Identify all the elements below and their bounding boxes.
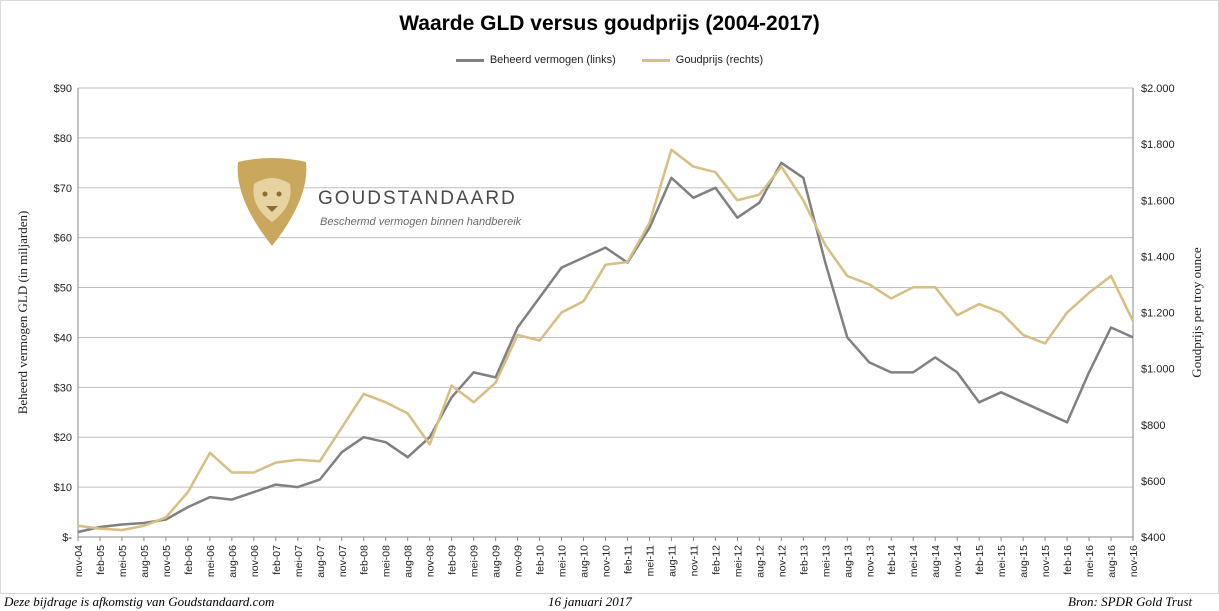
x-tick-label: mei-10 <box>557 545 569 577</box>
y-tick-label: $50 <box>54 283 72 295</box>
x-tick-label: feb-10 <box>535 545 547 575</box>
x-tick-label: mei-16 <box>1084 545 1096 577</box>
legend: Beheerd vermogen (links) Goudprijs (rech… <box>0 54 1219 66</box>
x-tick-label: mei-08 <box>381 545 393 577</box>
y-tick-label: $20 <box>54 432 72 444</box>
x-tick-label: aug-06 <box>227 545 239 578</box>
chart-svg: $- $10 $20 $30 $40 $50 $60 $70 $80 $90 $400 $600 $80… <box>15 83 1204 578</box>
x-tick-label: nov-13 <box>864 545 876 577</box>
y-tick-label: $30 <box>54 382 72 394</box>
x-tick-label: feb-05 <box>95 545 107 575</box>
x-tick-label: feb-12 <box>710 545 722 575</box>
y-axis-title: Beheerd vermogen GLD (in miljarden) <box>15 211 30 415</box>
x-tick-label: feb-13 <box>798 545 810 575</box>
y2-tick-label: $400 <box>1141 532 1165 544</box>
x-tick-label: aug-12 <box>754 545 766 578</box>
x-tick-label: aug-15 <box>1018 545 1030 578</box>
x-tick-label: nov-09 <box>513 545 525 577</box>
y2-axis-title: Goudprijs per troy ounce <box>1189 247 1204 378</box>
x-tick-label: aug-09 <box>491 545 503 578</box>
x-tick-label: nov-08 <box>425 545 437 577</box>
y-tick-label: $60 <box>54 233 72 245</box>
legend-swatch-aum <box>455 58 484 62</box>
y-tick-label: $70 <box>54 183 72 195</box>
y-tick-label: $10 <box>54 482 72 494</box>
y2-tick-label: $1.400 <box>1141 251 1175 263</box>
y-tick-label: $80 <box>54 133 72 145</box>
x-tick-label: feb-08 <box>359 545 371 575</box>
x-tick-label: nov-14 <box>952 545 964 577</box>
x-tick-label: aug-05 <box>139 545 151 578</box>
x-tick-label: nov-12 <box>776 545 788 577</box>
x-tick-label: feb-07 <box>271 545 283 575</box>
legend-label-aum: Beheerd vermogen (links) <box>489 54 616 66</box>
legend-item-gold: Goudprijs (rechts) <box>641 54 764 66</box>
y2-tick-label: $2.000 <box>1141 83 1175 95</box>
x-tick-label: mei-14 <box>908 545 920 577</box>
legend-label-gold: Goudprijs (rechts) <box>675 54 764 66</box>
watermark: GOUDSTANDAARD Beschermd vermogen binnen … <box>232 158 532 250</box>
legend-item-aum: Beheerd vermogen (links) <box>455 54 616 66</box>
chart-frame <box>0 0 1219 594</box>
footer-date: 16 januari 2017 <box>548 594 632 609</box>
watermark-brand: GOUDSTANDAARD <box>318 188 517 209</box>
x-tick-label: mei-12 <box>732 545 744 577</box>
x-tick-label: nov-07 <box>337 545 349 577</box>
x-tick-label: feb-06 <box>183 545 195 575</box>
x-tick-label: nov-05 <box>161 545 173 577</box>
footer-source: Bron: SPDR Gold Trust <box>1068 594 1193 609</box>
x-tick-label: nov-16 <box>1128 545 1140 577</box>
y2-tick-label: $800 <box>1141 420 1165 432</box>
series-line-gold <box>77 148 1135 532</box>
y2-tick-label: $600 <box>1141 476 1165 488</box>
x-tick-label: aug-16 <box>1106 545 1118 578</box>
y-tick-label: $90 <box>54 83 72 95</box>
x-tick-label: aug-13 <box>842 545 854 578</box>
series-line-aum <box>77 161 1134 534</box>
x-tick-label: aug-10 <box>579 545 591 578</box>
lion-logo-icon <box>237 158 307 246</box>
y2-tick-label: $1.000 <box>1141 364 1175 376</box>
x-tick-label: mei-15 <box>996 545 1008 577</box>
y2-tick-label: $1.600 <box>1141 195 1175 207</box>
x-tick-label: nov-11 <box>688 545 700 576</box>
y2-tick-label: $1.200 <box>1141 308 1175 320</box>
x-tick-label: mei-11 <box>644 545 656 576</box>
x-tick-label: mei-09 <box>469 545 481 577</box>
x-tick-label: nov-10 <box>601 545 613 577</box>
x-tick-label: aug-07 <box>315 545 327 578</box>
x-tick-label: feb-11 <box>622 545 634 574</box>
x-tick-label: feb-14 <box>886 545 898 575</box>
x-tick-label: nov-06 <box>249 545 261 577</box>
x-tick-label: mei-05 <box>117 545 129 577</box>
x-tick-label: feb-15 <box>974 545 986 575</box>
x-tick-label: mei-07 <box>293 545 305 577</box>
x-tick-label: nov-15 <box>1040 545 1052 577</box>
x-tick-label: mei-13 <box>820 545 832 577</box>
x-tick-label: aug-14 <box>930 545 942 578</box>
x-tick-label: aug-08 <box>403 545 415 578</box>
y-tick-label: $- <box>62 532 72 544</box>
y2-tick-label: $1.800 <box>1141 139 1175 151</box>
x-tick-label: feb-09 <box>447 545 459 575</box>
footer-left: Deze bijdrage is afkomstig van Goudstand… <box>4 594 275 609</box>
x-tick-label: feb-16 <box>1062 545 1074 575</box>
x-tick-label: nov-04 <box>73 545 85 577</box>
x-tick-label: aug-11 <box>666 545 678 577</box>
chart-title: Waarde GLD versus goudprijs (2004-2017) <box>399 12 820 35</box>
legend-swatch-gold <box>641 58 670 62</box>
x-tick-label: mei-06 <box>205 545 217 577</box>
y-tick-label: $40 <box>54 332 72 344</box>
watermark-tagline: Beschermd vermogen binnen handbereik <box>320 216 522 228</box>
